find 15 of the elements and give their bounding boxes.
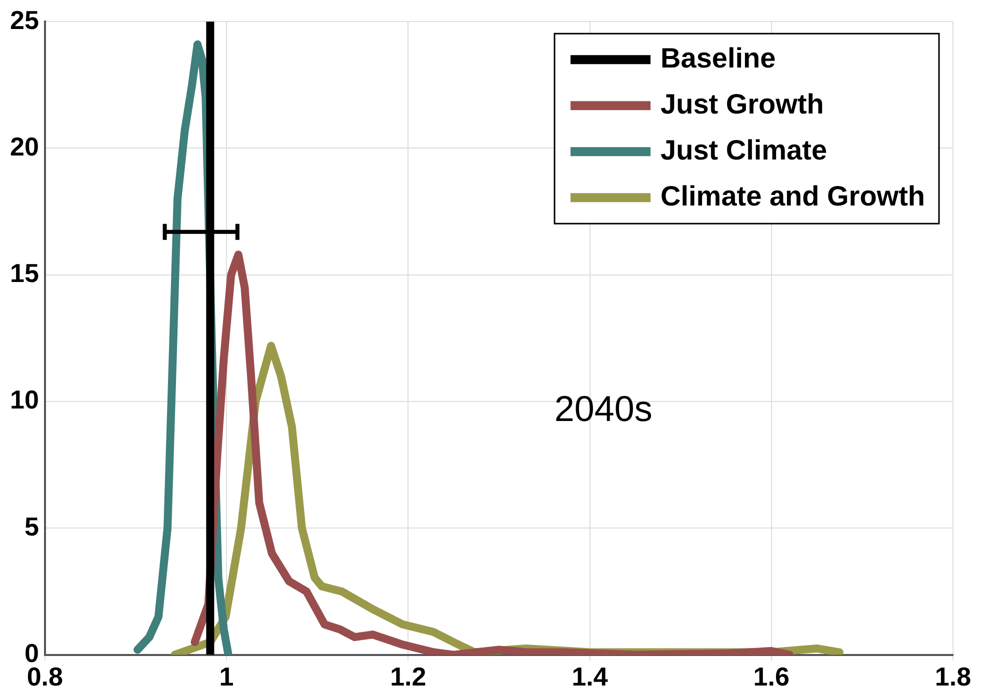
- y-tick-label: 25: [10, 4, 39, 35]
- legend-label: Just Growth: [660, 88, 824, 120]
- legend-label: Climate and Growth: [660, 180, 925, 212]
- x-tick-label: 1.4: [572, 662, 608, 692]
- annotation: 2040s: [554, 388, 652, 429]
- legend-label: Baseline: [660, 42, 776, 74]
- x-tick-label: 1: [219, 662, 234, 692]
- x-tick-label: 1.6: [753, 662, 790, 692]
- y-tick-label: 20: [10, 131, 39, 162]
- x-tick-label: 1.8: [934, 662, 972, 692]
- x-tick-label: 1.2: [390, 662, 426, 692]
- y-tick-label: 15: [10, 258, 39, 288]
- y-tick-label: 5: [24, 511, 39, 542]
- legend-label: Just Climate: [660, 134, 828, 166]
- y-tick-label: 10: [10, 384, 39, 415]
